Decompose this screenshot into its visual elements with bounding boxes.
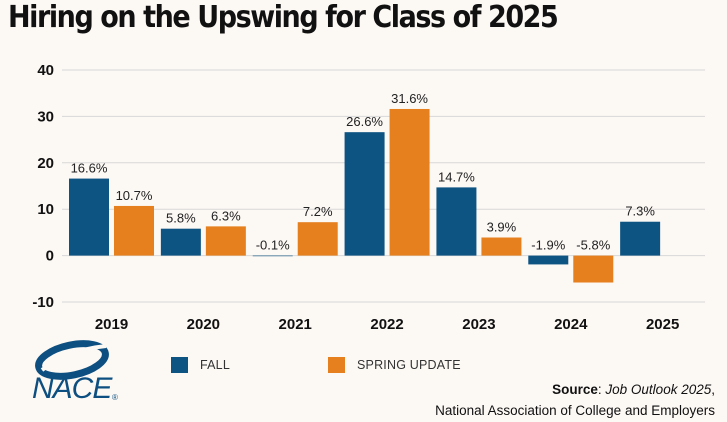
y-tick-label: 40 — [37, 62, 54, 79]
bar-spring — [205, 226, 246, 256]
legend-label-fall: FALL — [200, 358, 230, 372]
legend-item-spring: SPRING UPDATE — [328, 357, 461, 373]
bar-chart: 40 30 20 10 0 -10 16.6% 10.7% 2019 5.8% 6.3% 2020 -0… — [32, 62, 705, 333]
data-label: 7.2% — [303, 204, 333, 219]
data-label: 26.6% — [346, 114, 383, 129]
bar-fall — [620, 221, 661, 256]
source-publication: Job Outlook 2025 — [605, 382, 712, 397]
bar-spring — [573, 255, 614, 283]
legend-label-spring: SPRING UPDATE — [357, 358, 461, 372]
data-label: 3.9% — [487, 220, 517, 235]
bar-spring — [481, 237, 522, 256]
data-label: 31.6% — [391, 91, 428, 106]
y-tick-label: 20 — [37, 155, 54, 172]
legend-swatch-fall — [171, 357, 188, 373]
source-label: Source — [552, 382, 598, 397]
x-tick-label: 2019 — [95, 316, 128, 333]
bar-fall — [528, 255, 569, 265]
data-label: 5.8% — [166, 211, 196, 226]
y-tick-label: 10 — [37, 201, 54, 218]
source-organization: National Association of College and Empl… — [435, 403, 715, 418]
bar-fall — [252, 255, 293, 257]
chart-title: Hiring on the Upswing for Class of 2025 — [8, 0, 559, 35]
nace-logo: NACE ® — [28, 340, 120, 410]
logo-wordmark: NACE — [32, 372, 112, 405]
data-label: 7.3% — [625, 204, 655, 219]
x-tick-label: 2020 — [187, 316, 220, 333]
x-tick-label: 2023 — [462, 316, 495, 333]
y-tick-label: 30 — [37, 108, 54, 125]
y-tick-label: -10 — [32, 294, 54, 311]
data-label: -0.1% — [256, 238, 290, 253]
bar-fall — [160, 228, 201, 256]
legend-swatch-spring — [328, 357, 345, 373]
bar-fall — [436, 187, 477, 256]
data-label: 6.3% — [211, 208, 241, 223]
bar-fall — [344, 132, 385, 256]
legend-item-fall: FALL — [171, 357, 230, 373]
data-label: -5.8% — [576, 238, 610, 253]
x-tick-label: 2024 — [554, 316, 588, 333]
bar-spring — [389, 108, 430, 256]
data-label: 16.6% — [71, 161, 108, 176]
bar-spring — [297, 222, 338, 256]
nace-swoosh-icon — [35, 340, 109, 380]
bar-fall — [69, 178, 109, 256]
bar-spring — [114, 205, 154, 256]
x-tick-label: 2021 — [279, 316, 312, 333]
data-label: 10.7% — [116, 188, 153, 203]
data-label: 14.7% — [438, 169, 475, 184]
data-label: -1.9% — [531, 238, 565, 253]
x-tick-label: 2025 — [646, 316, 679, 333]
y-tick-label: 0 — [46, 248, 54, 265]
x-tick-label: 2022 — [370, 316, 403, 333]
logo-registered-mark: ® — [112, 393, 118, 402]
source-note: Source: Job Outlook 2025, National Assoc… — [435, 379, 715, 421]
